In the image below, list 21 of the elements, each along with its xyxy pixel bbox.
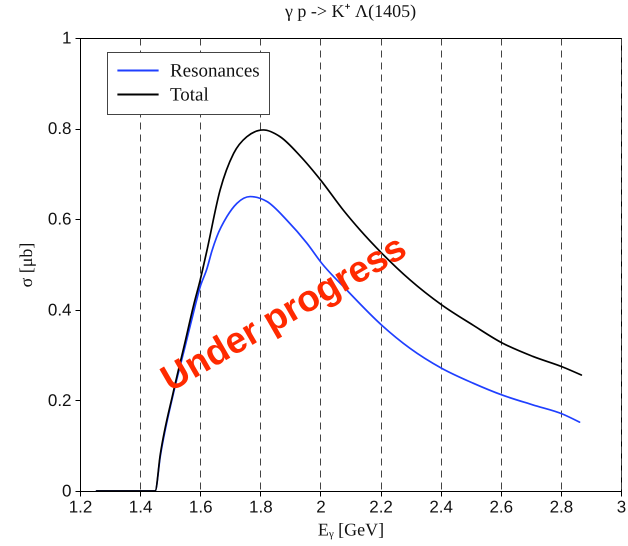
x-tick-label: 1.6 (188, 498, 213, 516)
y-tick-label: 0.4 (48, 300, 72, 320)
x-tick-label: 2.8 (550, 498, 574, 516)
y-tick-label: 0 (62, 482, 72, 500)
x-axis-title: Eᵧ [GeV] (318, 520, 384, 540)
y-tick-label: 0.8 (48, 119, 72, 138)
x-tick-label: 1.4 (128, 498, 152, 516)
y-tick-label: 0.2 (48, 390, 72, 410)
x-tick-label: 2.4 (429, 498, 453, 516)
y-tick-label: 1 (62, 28, 72, 48)
legend-label: Total (170, 84, 209, 106)
y-axis-title: σ [μb] (16, 242, 36, 288)
x-tick-label: 3 (616, 498, 626, 516)
y-tick-label: 0.6 (48, 210, 72, 229)
legend-label: Resonances (170, 60, 260, 82)
x-tick-label: 1.2 (68, 498, 92, 516)
chart-title: γ p -> K⁺ Λ(1405) (284, 1, 416, 21)
x-tick-label: 2.2 (369, 498, 393, 516)
x-tick-label: 2 (316, 498, 326, 516)
x-tick-label: 2.6 (489, 498, 514, 516)
x-tick-label: 1.8 (249, 498, 273, 516)
